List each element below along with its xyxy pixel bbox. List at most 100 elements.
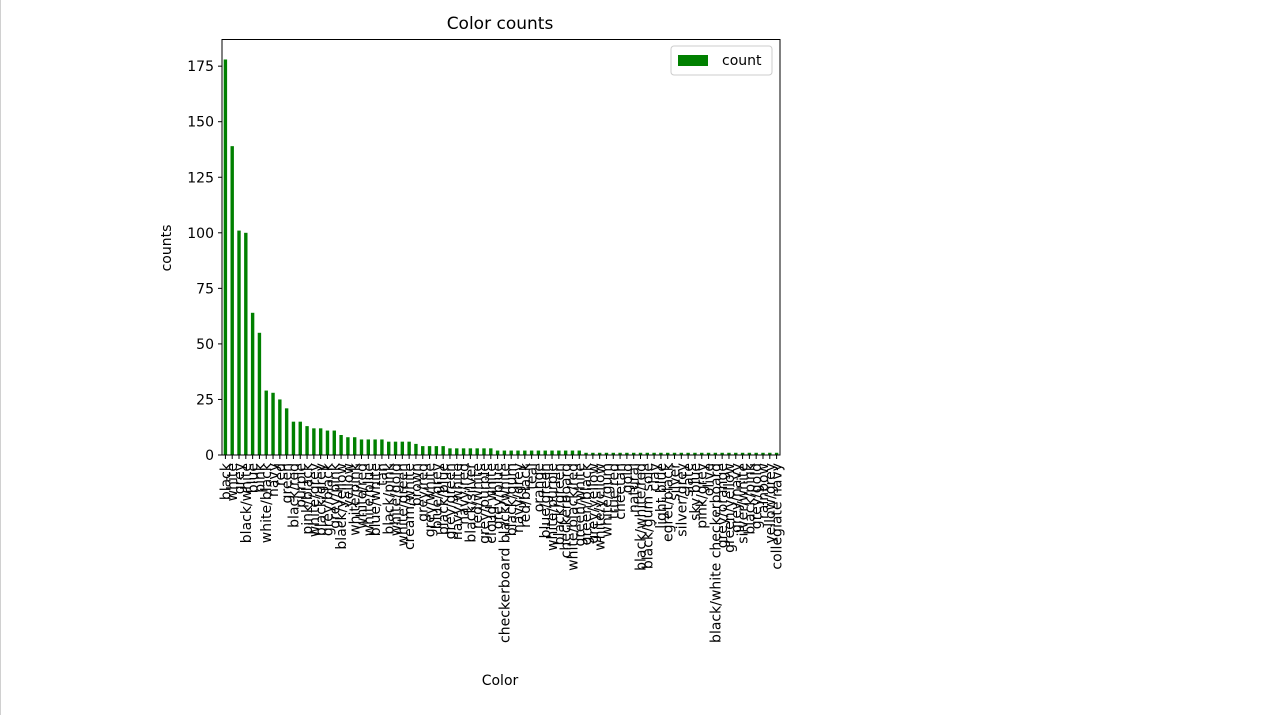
x-tick-label: green (280, 463, 296, 503)
x-tick-label: black/grey (314, 463, 330, 536)
bar (550, 450, 554, 455)
bar (461, 448, 466, 455)
bar (529, 450, 534, 455)
x-tick-label: collegiate navy (770, 463, 786, 570)
y-tick-label: 150 (187, 115, 214, 131)
x-tick-label: pink/grey (695, 463, 711, 529)
bar (318, 428, 323, 455)
x-tick-label: black/gum (504, 463, 520, 536)
x-tick-label: black (218, 462, 234, 500)
x-axis-label: Color (482, 673, 519, 689)
chart-title: Color counts (447, 14, 554, 34)
bar (543, 450, 547, 455)
bar (257, 332, 262, 455)
x-tick-label: navy/grey (511, 463, 527, 533)
legend: count (670, 45, 773, 76)
x-tick-label: yellow (341, 463, 357, 508)
x-tick-label: gold (620, 463, 636, 493)
x-tick-label: black/white checkerboard (708, 463, 724, 643)
bar (346, 437, 350, 455)
bar (747, 452, 752, 455)
x-tick-label: white/green (395, 463, 411, 546)
bar (373, 439, 377, 455)
bar (278, 399, 282, 455)
x-tick-label: black/silver (463, 463, 479, 543)
bar (706, 452, 711, 455)
x-tick-label: tan (375, 463, 391, 486)
bar (645, 452, 650, 455)
bar (455, 448, 459, 455)
x-tick-label: grey/purple (477, 463, 493, 544)
x-tick-label: teal (525, 463, 541, 490)
legend-box (670, 45, 773, 76)
x-tick-label: black/pink (742, 462, 758, 535)
bar (380, 439, 384, 455)
x-tick-label: yellow/grey (763, 463, 779, 544)
x-tick-label: rainbow (756, 463, 772, 519)
bar (720, 452, 724, 455)
x-tick-label: cloud white (484, 463, 500, 544)
bar (713, 452, 718, 455)
legend-label: count (722, 53, 762, 69)
x-tick-label: orange (531, 463, 547, 512)
x-tick-label: cheetah (613, 463, 629, 520)
x-tick-label: grey/pink (327, 462, 343, 529)
bar (325, 430, 330, 455)
bar (768, 452, 772, 455)
bar (482, 448, 486, 455)
x-tick-label: black/red (286, 463, 302, 528)
y-tick-label: 125 (187, 170, 214, 186)
x-tick-label: blue/grey (429, 463, 445, 529)
bar (563, 450, 568, 455)
x-tick-label: black/white/red (634, 463, 650, 571)
x-tick-label: red (273, 463, 289, 486)
bar (387, 441, 391, 455)
bar (734, 452, 738, 455)
bar (339, 435, 343, 455)
y-axis-label: counts (159, 225, 175, 272)
y-tick-label: 50 (196, 337, 214, 353)
x-tick-label: light blue (654, 463, 670, 529)
x-tick-label: grey/green (443, 463, 459, 539)
bar (271, 392, 275, 455)
bar (291, 421, 296, 455)
bar (414, 443, 418, 455)
bar (672, 452, 677, 455)
bar (298, 421, 302, 455)
x-tick-label: white/blue (361, 463, 377, 536)
x-tick-label: egret/black (661, 462, 677, 542)
bar (597, 452, 602, 455)
bar (312, 428, 316, 455)
bar (441, 446, 445, 455)
bar (631, 452, 636, 455)
legend-swatch (678, 55, 708, 66)
x-tick-label: clay (647, 463, 663, 491)
x-tick-label: black/pink (382, 462, 398, 535)
bar (536, 450, 541, 455)
x-tick-label: true red (606, 463, 622, 519)
cell-border (0, 0, 1, 715)
bar (584, 452, 588, 455)
plot-frame (221, 39, 781, 456)
x-tick-label: white/pink (348, 462, 364, 536)
x-tick-label: white/red (355, 463, 371, 529)
x-tick-label: blue/green (538, 463, 554, 538)
x-tick-label: grey/gold (749, 463, 765, 529)
bar (250, 312, 255, 455)
bar (754, 452, 758, 455)
bar (700, 452, 704, 455)
bar (666, 452, 670, 455)
x-tick-label: red/white (470, 463, 486, 529)
bar (359, 439, 364, 455)
bar (523, 450, 527, 455)
bar (638, 452, 643, 455)
x-tick-label: grey (232, 463, 248, 494)
x-tick-label: green/yellow (722, 463, 738, 553)
x-tick-label: white (225, 463, 241, 501)
bar (577, 450, 581, 455)
bar (659, 452, 663, 455)
x-tick-label: grey/navy (729, 463, 745, 533)
x-tick-label: olive (702, 463, 718, 496)
bar (489, 448, 493, 455)
